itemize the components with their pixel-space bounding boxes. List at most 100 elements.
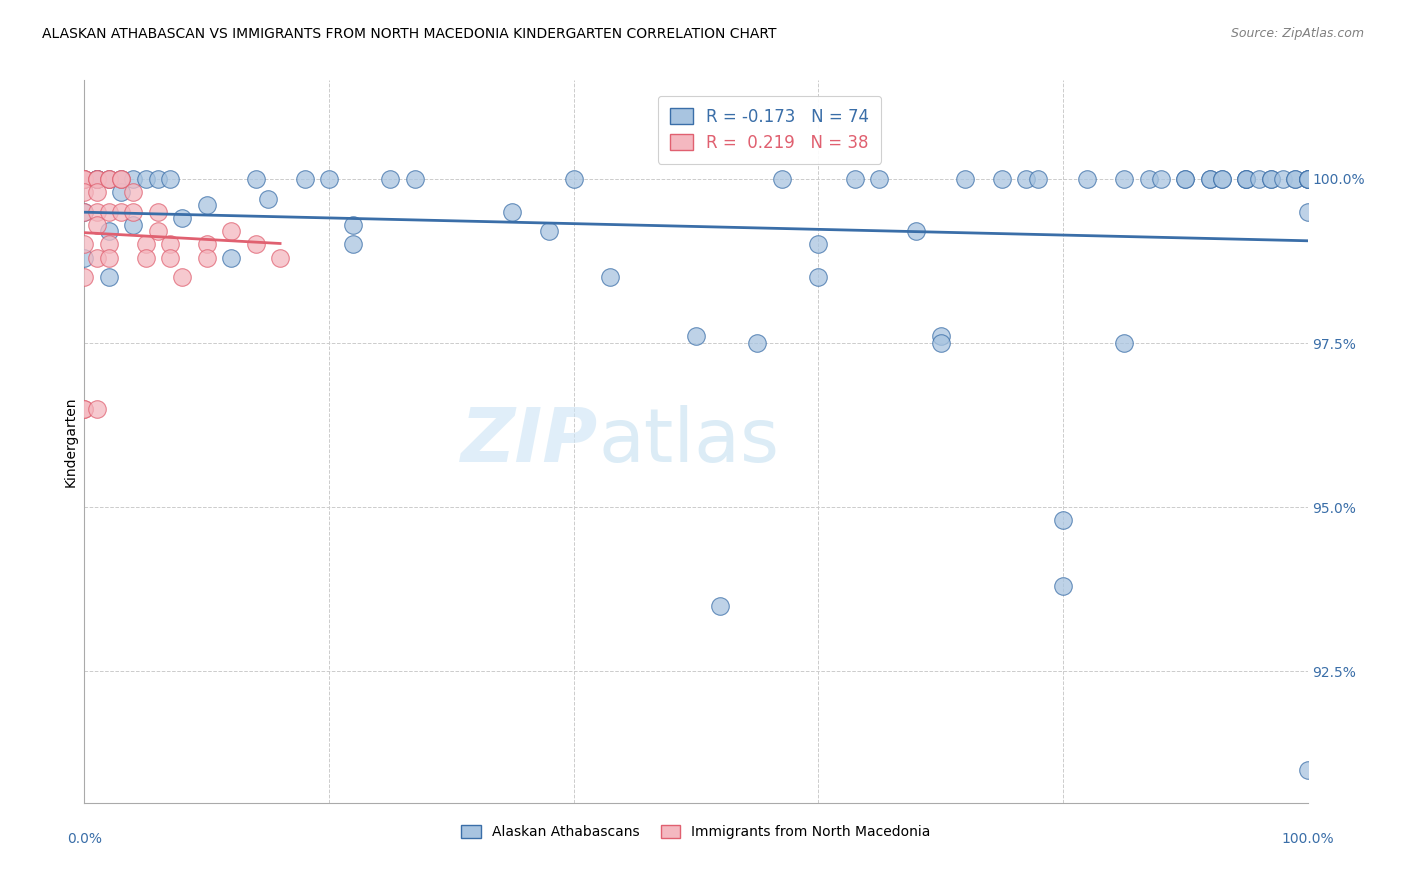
- Point: [86, 401, 108, 416]
- Point: [294, 171, 316, 186]
- Point: [1174, 171, 1197, 186]
- Point: [1296, 171, 1319, 186]
- Point: [1028, 171, 1050, 186]
- Point: [159, 171, 181, 186]
- Point: [1236, 171, 1258, 186]
- Point: [342, 237, 364, 252]
- Point: [73, 237, 96, 252]
- Point: [562, 171, 585, 186]
- Point: [1137, 171, 1160, 186]
- Point: [86, 204, 108, 219]
- Point: [135, 237, 157, 252]
- Point: [380, 171, 402, 186]
- Point: [122, 185, 145, 199]
- Point: [1236, 171, 1258, 186]
- Text: ZIP: ZIP: [461, 405, 598, 478]
- Point: [195, 198, 218, 212]
- Point: [1272, 171, 1295, 186]
- Point: [1174, 171, 1197, 186]
- Point: [245, 237, 267, 252]
- Point: [807, 237, 830, 252]
- Point: [1296, 171, 1319, 186]
- Point: [1211, 171, 1233, 186]
- Point: [86, 251, 108, 265]
- Point: [1052, 579, 1074, 593]
- Point: [159, 237, 181, 252]
- Point: [1296, 204, 1319, 219]
- Point: [73, 185, 96, 199]
- Point: [1114, 336, 1136, 351]
- Point: [219, 251, 242, 265]
- Point: [747, 336, 769, 351]
- Point: [269, 251, 291, 265]
- Point: [599, 270, 621, 285]
- Point: [86, 171, 108, 186]
- Point: [929, 336, 952, 351]
- Point: [1284, 171, 1306, 186]
- Point: [110, 171, 132, 186]
- Point: [1296, 171, 1319, 186]
- Point: [122, 218, 145, 232]
- Point: [110, 171, 132, 186]
- Point: [1236, 171, 1258, 186]
- Text: 0.0%: 0.0%: [67, 831, 101, 846]
- Point: [135, 171, 157, 186]
- Point: [146, 224, 169, 238]
- Point: [1198, 171, 1220, 186]
- Point: [97, 204, 120, 219]
- Point: [1052, 513, 1074, 527]
- Y-axis label: Kindergarten: Kindergarten: [63, 396, 77, 487]
- Point: [86, 171, 108, 186]
- Point: [97, 237, 120, 252]
- Point: [122, 171, 145, 186]
- Point: [1296, 763, 1319, 777]
- Point: [73, 171, 96, 186]
- Text: Source: ZipAtlas.com: Source: ZipAtlas.com: [1230, 27, 1364, 40]
- Text: 100.0%: 100.0%: [1281, 831, 1334, 846]
- Point: [1296, 171, 1319, 186]
- Point: [73, 251, 96, 265]
- Point: [502, 204, 524, 219]
- Point: [97, 171, 120, 186]
- Point: [257, 192, 280, 206]
- Point: [318, 171, 340, 186]
- Point: [991, 171, 1014, 186]
- Point: [146, 204, 169, 219]
- Point: [97, 251, 120, 265]
- Point: [1260, 171, 1282, 186]
- Point: [1114, 171, 1136, 186]
- Point: [1076, 171, 1098, 186]
- Point: [73, 270, 96, 285]
- Point: [342, 218, 364, 232]
- Point: [146, 171, 169, 186]
- Point: [73, 171, 96, 186]
- Point: [844, 171, 866, 186]
- Text: ALASKAN ATHABASCAN VS IMMIGRANTS FROM NORTH MACEDONIA KINDERGARTEN CORRELATION C: ALASKAN ATHABASCAN VS IMMIGRANTS FROM NO…: [42, 27, 776, 41]
- Point: [97, 270, 120, 285]
- Point: [97, 171, 120, 186]
- Point: [538, 224, 561, 238]
- Point: [1260, 171, 1282, 186]
- Point: [86, 218, 108, 232]
- Point: [195, 251, 218, 265]
- Point: [709, 599, 731, 613]
- Point: [86, 171, 108, 186]
- Point: [110, 185, 132, 199]
- Point: [122, 204, 145, 219]
- Point: [1150, 171, 1173, 186]
- Point: [73, 204, 96, 219]
- Point: [86, 171, 108, 186]
- Point: [73, 171, 96, 186]
- Point: [1247, 171, 1270, 186]
- Legend: Alaskan Athabascans, Immigrants from North Macedonia: Alaskan Athabascans, Immigrants from Nor…: [454, 818, 938, 847]
- Point: [807, 270, 830, 285]
- Point: [135, 251, 157, 265]
- Text: atlas: atlas: [598, 405, 779, 478]
- Point: [73, 171, 96, 186]
- Point: [219, 224, 242, 238]
- Point: [195, 237, 218, 252]
- Point: [97, 171, 120, 186]
- Point: [159, 251, 181, 265]
- Point: [1284, 171, 1306, 186]
- Point: [110, 204, 132, 219]
